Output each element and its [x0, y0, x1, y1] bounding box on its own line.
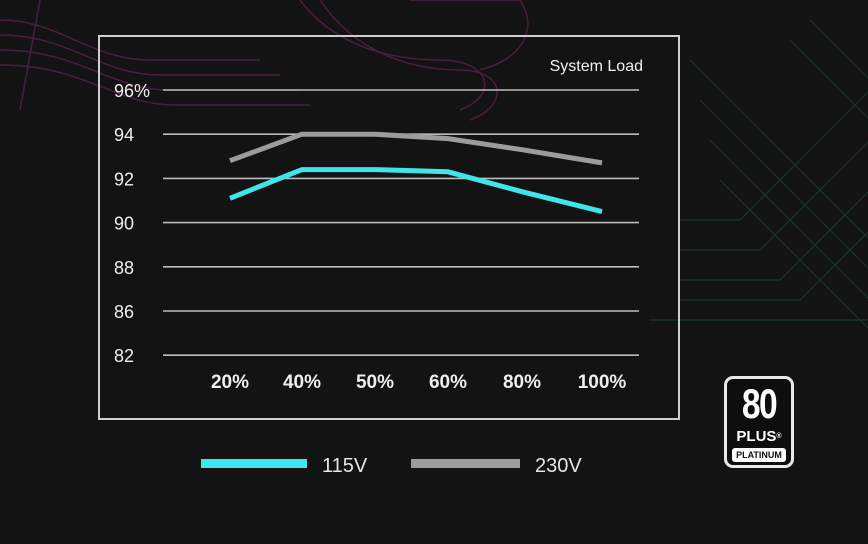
series-line-230v	[229, 131, 603, 166]
x-tick-label: 50%	[356, 372, 394, 393]
legend-label-230v: 230V	[535, 455, 582, 477]
x-tick-label: 80%	[503, 372, 541, 393]
x-tick-label: 100%	[578, 372, 627, 393]
y-tick-label: 86	[114, 302, 134, 322]
legend-swatch-115v	[201, 459, 307, 468]
badge-tier-band: PLATINUM	[732, 448, 786, 462]
x-tick-label: 20%	[211, 372, 249, 393]
x-tick-label: 60%	[429, 372, 467, 393]
y-tick-label: 82	[114, 346, 134, 366]
y-tick-label: 96%	[114, 81, 150, 101]
badge-tier-label: PLATINUM	[736, 450, 782, 460]
y-tick-label: 92	[114, 169, 134, 189]
chart-title: System Load	[550, 58, 643, 75]
x-tick-label: 40%	[283, 372, 321, 393]
badge-number: 80	[741, 380, 778, 427]
y-tick-label: 90	[114, 214, 134, 234]
80-plus-platinum-badge: 80 PLUS® PLATINUM	[724, 376, 794, 468]
legend-swatch-230v	[411, 459, 520, 468]
y-tick-label: 94	[114, 125, 134, 145]
badge-plus-label: PLUS®	[727, 429, 791, 444]
y-tick-label: 88	[114, 258, 134, 278]
badge-trademark: ®	[776, 433, 782, 440]
series-line-115v	[229, 167, 603, 215]
badge-plus-text: PLUS	[736, 428, 777, 445]
plot-frame	[98, 35, 680, 420]
legend-label-115v: 115V	[322, 455, 368, 477]
